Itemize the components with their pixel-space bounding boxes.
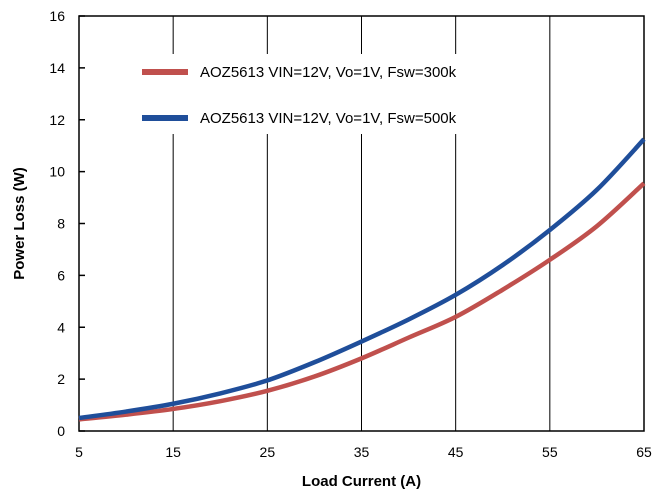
x-tick-label-4: 45 — [448, 444, 464, 460]
legend: AOZ5613 VIN=12V, Vo=1V, Fsw=300k AOZ5613… — [136, 54, 546, 134]
y-tick-label-1: 2 — [57, 371, 65, 387]
y-tick-label-6: 12 — [49, 112, 65, 128]
x-tick-label-5: 55 — [542, 444, 558, 460]
y-tick-label-2: 4 — [57, 319, 65, 335]
y-axis-title: Power Loss (W) — [11, 167, 28, 280]
legend-background — [136, 54, 546, 134]
x-axis-ticks: 5 15 25 35 45 55 65 — [75, 444, 652, 460]
x-tick-label-3: 35 — [354, 444, 370, 460]
x-axis-title: Load Current (A) — [302, 473, 421, 490]
y-tick-label-7: 14 — [49, 60, 65, 76]
series-line-0 — [78, 181, 646, 422]
y-tick-label-3: 6 — [57, 267, 65, 283]
x-tick-label-6: 65 — [636, 444, 652, 460]
y-axis-ticks: 0 2 4 6 8 10 12 14 16 — [49, 8, 85, 439]
y-tick-label-8: 16 — [49, 8, 65, 24]
y-tick-label-5: 10 — [49, 164, 65, 180]
x-tick-label-0: 5 — [75, 444, 83, 460]
y-tick-label-4: 8 — [57, 216, 65, 232]
legend-label-300k: AOZ5613 VIN=12V, Vo=1V, Fsw=300k — [200, 64, 457, 81]
series-lines — [78, 137, 646, 422]
y-tick-label-0: 0 — [57, 423, 65, 439]
series-line-1 — [78, 137, 646, 421]
x-tick-label-1: 15 — [165, 444, 181, 460]
x-tick-label-2: 25 — [260, 444, 276, 460]
legend-label-500k: AOZ5613 VIN=12V, Vo=1V, Fsw=500k — [200, 110, 457, 127]
